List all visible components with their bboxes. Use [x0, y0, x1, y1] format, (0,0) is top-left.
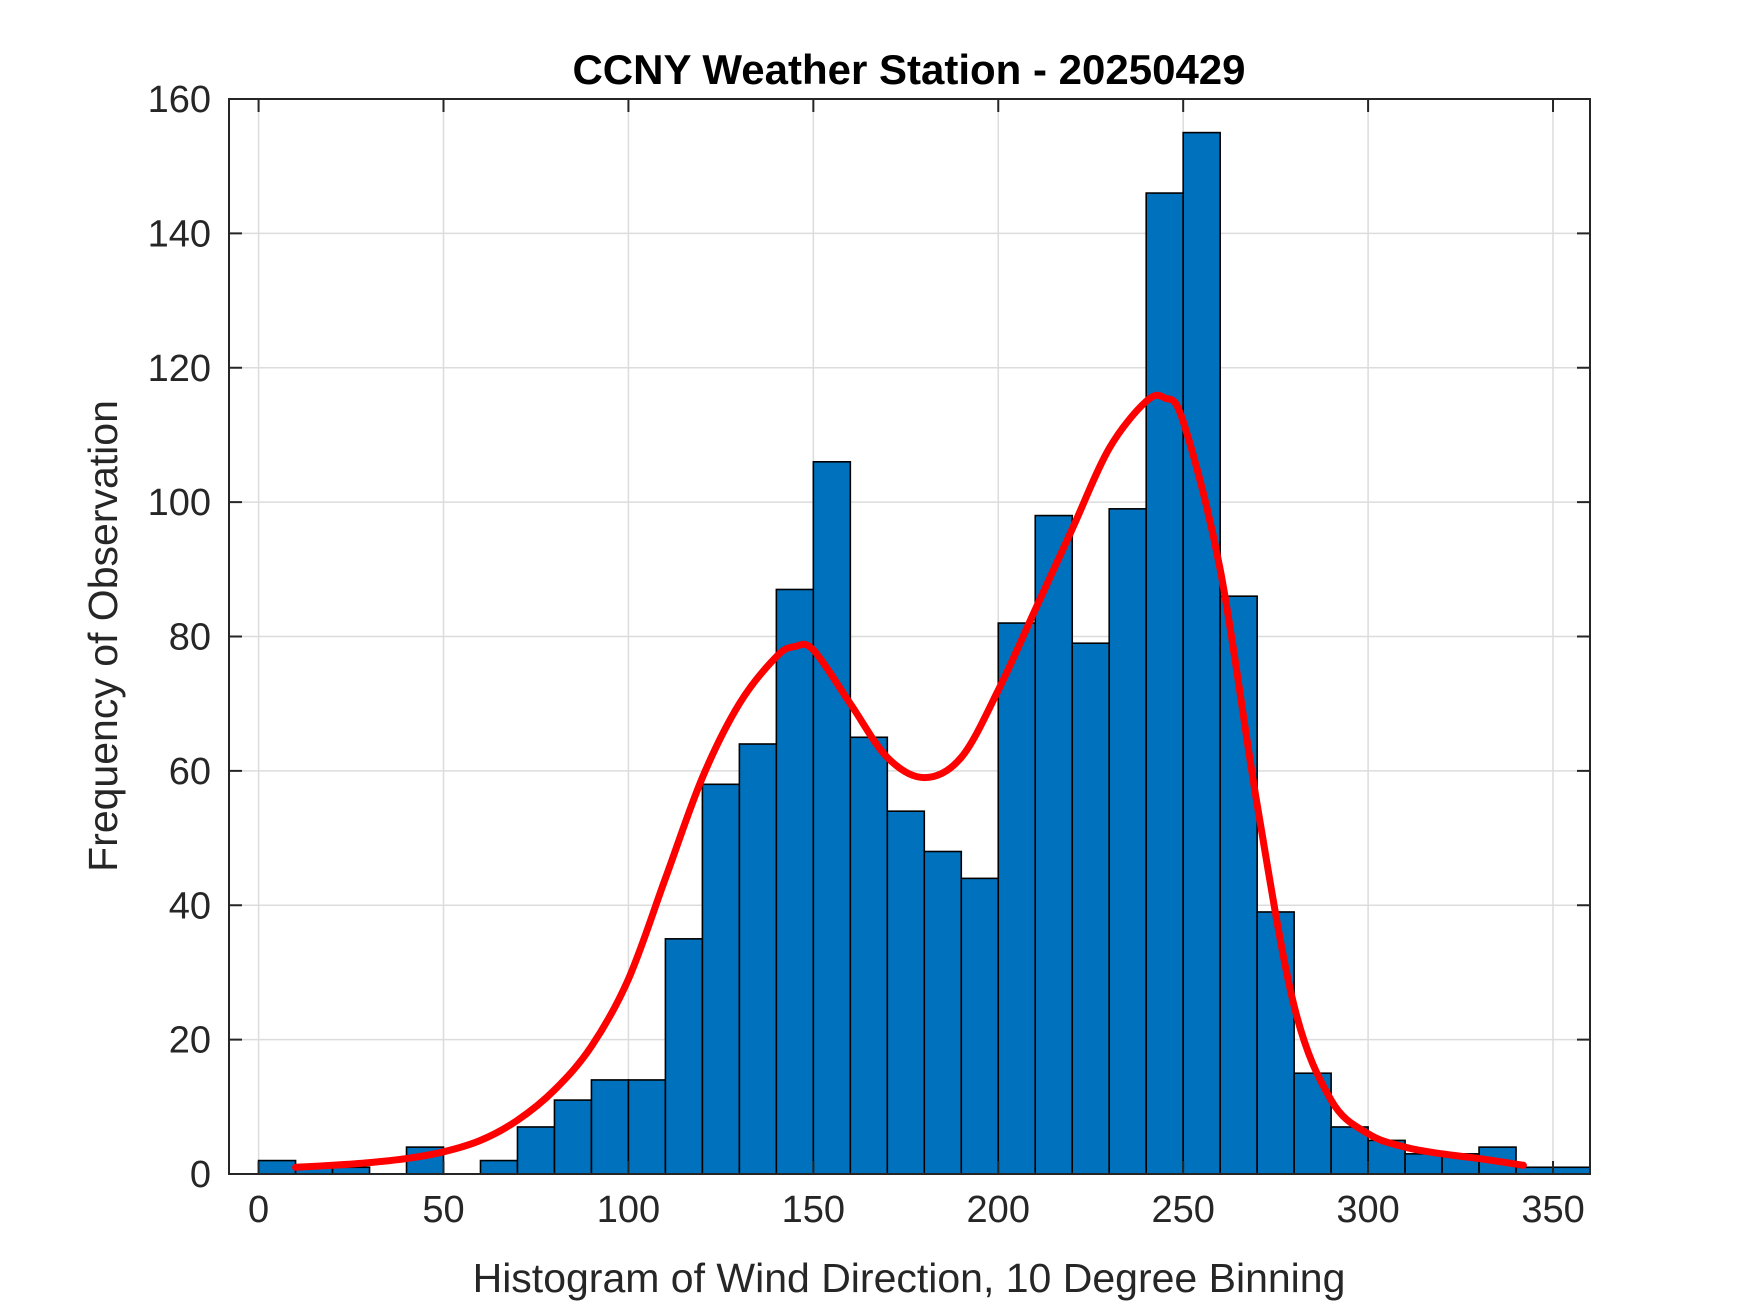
histogram-bar	[738, 743, 778, 1175]
histogram-bar	[812, 461, 852, 1175]
y-tick-label: 140	[148, 213, 211, 255]
y-tick-label: 0	[190, 1154, 211, 1196]
x-axis-label: Histogram of Wind Direction, 10 Degree B…	[473, 1255, 1346, 1301]
histogram-bar	[1034, 514, 1074, 1175]
histogram-bar	[627, 1079, 667, 1175]
histogram-bar	[1182, 131, 1221, 1175]
x-tick-label: 100	[597, 1189, 660, 1231]
histogram-bar	[701, 783, 741, 1175]
y-tick-labels: 0 20 40 60 80 100 120 140 160	[148, 79, 211, 1196]
y-tick-label: 60	[169, 751, 211, 793]
histogram-bar	[960, 877, 1000, 1175]
axis-ticks	[229, 98, 1590, 1175]
y-tick-label: 40	[169, 885, 211, 927]
histogram-bar	[1071, 642, 1111, 1175]
histogram-bar	[997, 622, 1037, 1175]
fit-curve-group	[292, 391, 1527, 1171]
chart-title: CCNY Weather Station - 20250429	[572, 46, 1245, 93]
histogram-bar	[479, 1159, 519, 1175]
x-tick-label: 200	[967, 1189, 1030, 1231]
x-tick-label: 0	[248, 1189, 269, 1231]
histogram-bar	[1552, 1166, 1591, 1175]
histogram-bar	[516, 1126, 556, 1175]
histogram-bar	[849, 736, 889, 1175]
histogram-bar	[1404, 1153, 1443, 1175]
histogram-bar	[590, 1079, 630, 1175]
histogram-bar	[553, 1099, 593, 1175]
histogram-bar	[923, 850, 963, 1175]
y-tick-label: 100	[148, 482, 211, 524]
histogram-bar	[1330, 1126, 1369, 1175]
histogram-bar	[1145, 192, 1184, 1175]
x-tick-label: 50	[422, 1189, 464, 1231]
x-tick-label: 300	[1336, 1189, 1399, 1231]
y-tick-label: 80	[169, 617, 211, 659]
histogram-bar	[664, 938, 704, 1175]
histogram-bar	[775, 588, 815, 1175]
y-tick-label: 20	[169, 1020, 211, 1062]
histogram-bar	[886, 810, 926, 1175]
x-tick-labels: 0 50 100 150 200 250 300 350	[248, 1189, 1585, 1231]
y-tick-label: 160	[148, 79, 211, 121]
y-axis-label: Frequency of Observation	[80, 400, 126, 872]
y-tick-label: 120	[148, 348, 211, 390]
histogram-bar	[1256, 911, 1295, 1175]
histogram-bar	[1108, 508, 1147, 1175]
x-tick-label: 250	[1151, 1189, 1214, 1231]
fit-curve	[292, 391, 1527, 1171]
histogram-bar	[257, 1159, 297, 1175]
x-tick-label: 350	[1521, 1189, 1584, 1231]
x-tick-label: 150	[782, 1189, 845, 1231]
